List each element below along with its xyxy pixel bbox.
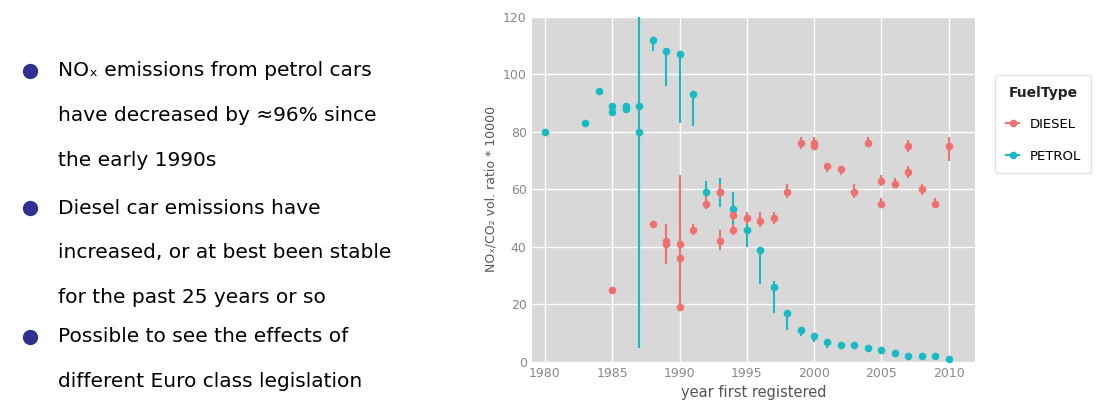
Legend: DIESEL, PETROL: DIESEL, PETROL [995,75,1092,173]
X-axis label: year first registered: year first registered [681,385,826,400]
Y-axis label: NOₓ/CO₂ vol. ratio * 10000: NOₓ/CO₂ vol. ratio * 10000 [484,106,498,272]
Text: the early 1990s: the early 1990s [58,151,216,170]
Text: Possible to see the effects of: Possible to see the effects of [58,327,349,347]
Text: different Euro class legislation: different Euro class legislation [58,372,363,391]
Text: for the past 25 years or so: for the past 25 years or so [58,288,326,307]
Text: Diesel car emissions have: Diesel car emissions have [58,198,321,218]
Text: have decreased by ≈96% since: have decreased by ≈96% since [58,106,377,125]
Text: NOₓ emissions from petrol cars: NOₓ emissions from petrol cars [58,61,372,80]
Text: increased, or at best been stable: increased, or at best been stable [58,243,391,262]
